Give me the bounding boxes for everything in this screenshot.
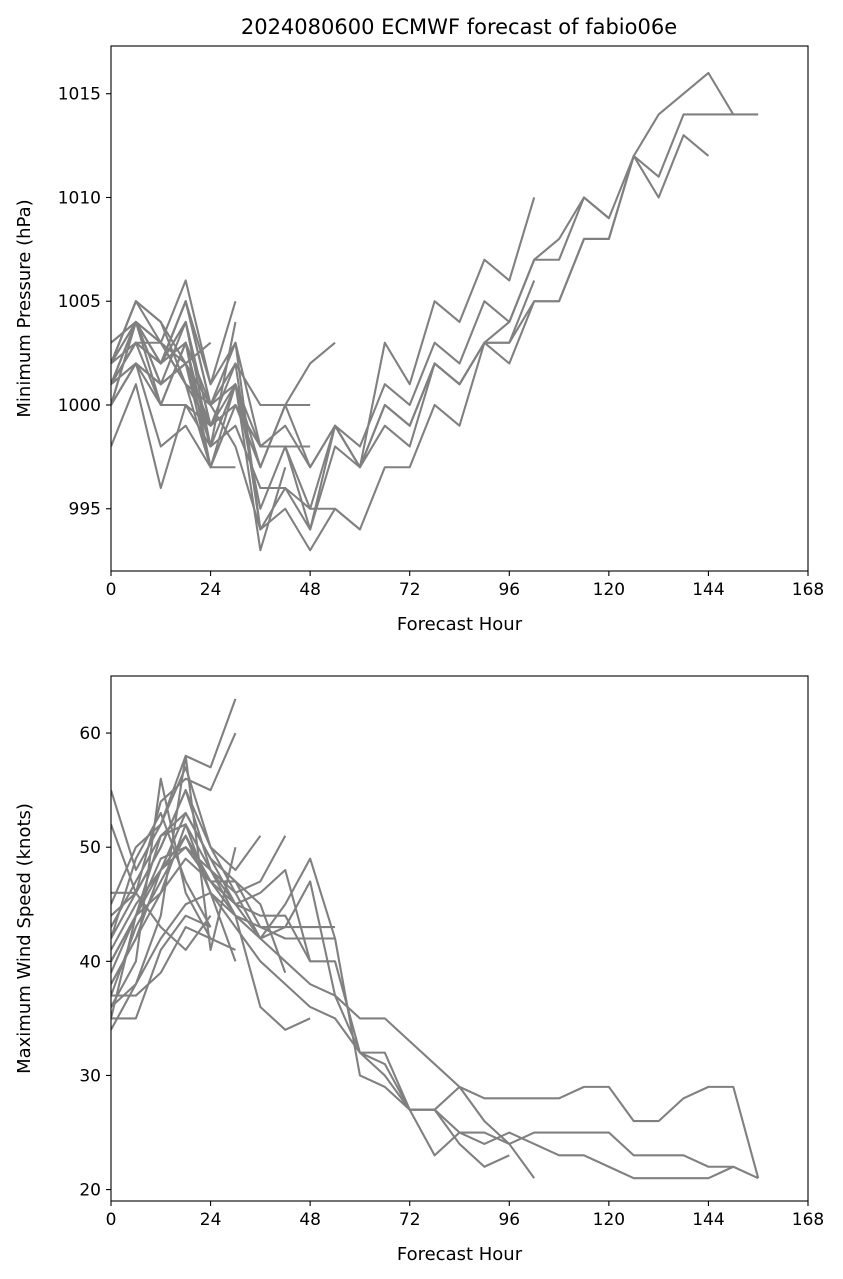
wind-x-tick-label: 96 [498,1210,520,1230]
wind-series-line [111,846,336,974]
pressure-x-tick-label: 96 [498,580,520,600]
wind-y-tick-label: 30 [79,1066,101,1086]
wind-y-axis-label: Maximum Wind Speed (knots) [14,803,35,1074]
pressure-x-tick-label: 72 [399,580,421,600]
pressure-series-line [111,320,236,469]
pressure-axes-frame [110,45,809,572]
wind-series-line [111,789,287,917]
wind-y-tick-label: 60 [79,724,101,744]
wind-x-tick-label: 144 [692,1210,724,1230]
wind-series-line [111,811,510,1168]
wind-series-line [111,811,212,939]
wind-x-axis-label: Forecast Hour [397,1244,523,1265]
wind-series-line [111,754,237,1031]
pressure-x-tick-label: 48 [299,580,321,600]
wind-x-tick-label: 168 [792,1210,824,1230]
wind-series-line [111,823,760,1179]
pressure-series-line [111,300,212,406]
pressure-y-tick-label: 995 [69,500,101,520]
wind-axes-frame [110,675,809,1202]
pressure-series-group [111,71,759,552]
pressure-x-tick-label: 24 [200,580,222,600]
wind-series-line [111,914,212,1020]
wind-x-tick-label: 0 [106,1210,117,1230]
wind-x-tick-label: 72 [399,1210,421,1230]
pressure-y-axis-label: Minimum Pressure (hPa) [14,199,35,417]
figure-title: 2024080600 ECMWF forecast of fabio06e [241,15,677,39]
wind-panel: 0 24 48 72 96 120 144 168 20 30 40 50 60 Forecast Hou… [14,675,824,1265]
pressure-x-tick-label: 120 [593,580,625,600]
pressure-x-axis-label: Forecast Hour [397,614,523,635]
wind-series-line [111,891,212,951]
wind-y-tick-label: 40 [79,952,101,972]
pressure-x-tick-label: 0 [106,580,117,600]
pressure-x-tick-label: 168 [792,580,824,600]
pressure-y-tick-label: 1000 [58,396,101,416]
pressure-series-line [111,362,212,468]
pressure-y-tick-label: 1015 [58,85,101,105]
pressure-x-tick-label: 144 [692,580,724,600]
pressure-series-line [111,279,237,386]
wind-x-tick-label: 24 [200,1210,222,1230]
wind-series-line [111,926,212,997]
wind-y-tick-label: 20 [79,1181,101,1201]
pressure-panel: 0 24 48 72 96 120 144 168 995 1000 1005 1010 1015 For… [14,45,824,635]
wind-y-tick-label: 50 [79,838,101,858]
wind-series-line [111,766,262,905]
wind-series-line [111,732,237,894]
wind-series-line [111,846,734,1180]
pressure-series-line [111,383,212,490]
wind-x-tick-label: 48 [299,1210,321,1230]
wind-x-tick-label: 120 [593,1210,625,1230]
wind-series-group [111,698,760,1180]
pressure-y-tick-label: 1005 [58,292,101,312]
pressure-y-tick-label: 1010 [58,188,101,208]
